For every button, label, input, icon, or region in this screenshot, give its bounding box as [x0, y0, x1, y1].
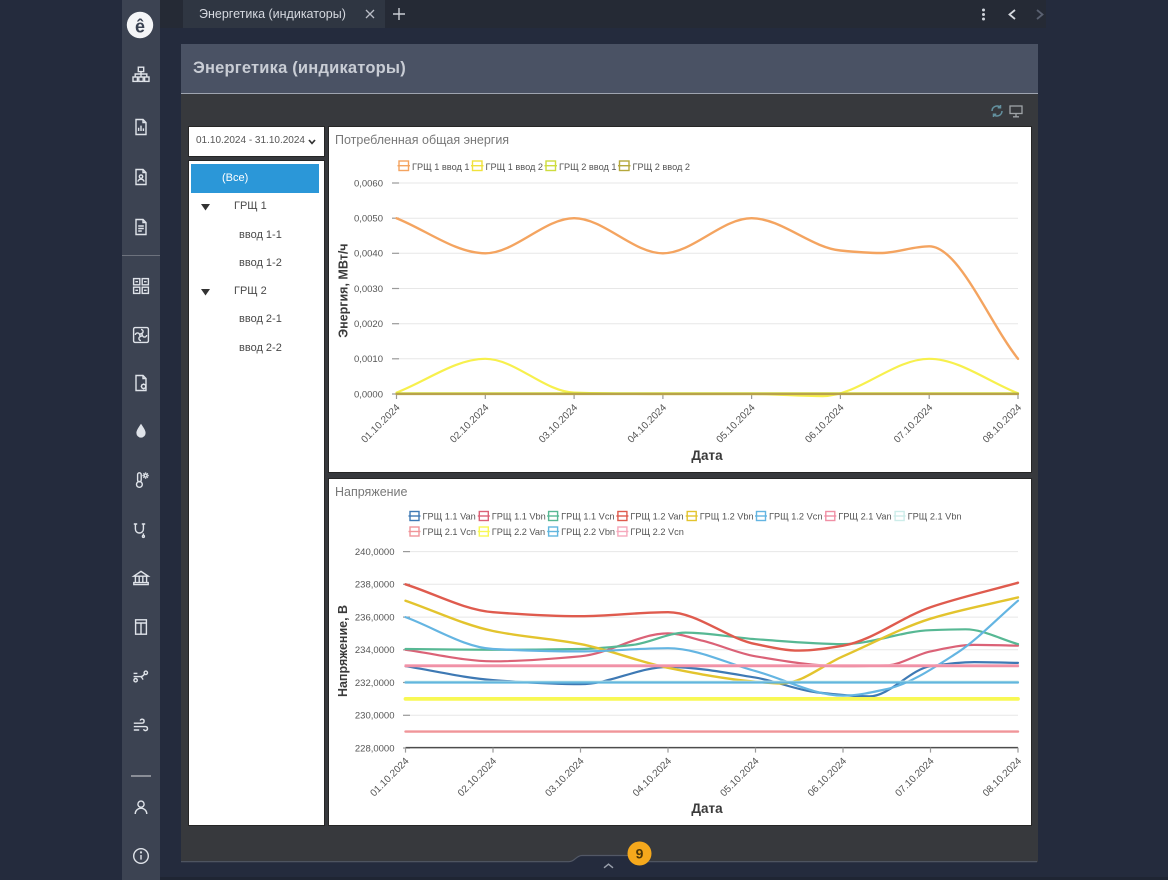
svg-text:Энергия, МВт/ч: Энергия, МВт/ч — [337, 243, 351, 337]
svg-text:Напряжение: Напряжение — [335, 485, 408, 499]
svg-text:Потребленная общая энергия: Потребленная общая энергия — [335, 133, 509, 147]
svg-text:ГРЩ 1.1 Van: ГРЩ 1.1 Van — [423, 512, 476, 522]
svg-text:ГРЩ 2.1 Vbn: ГРЩ 2.1 Vbn — [908, 512, 962, 522]
svg-text:02.10.2024: 02.10.2024 — [456, 756, 499, 799]
svg-text:05.10.2024: 05.10.2024 — [718, 756, 761, 799]
svg-text:05.10.2024: 05.10.2024 — [715, 402, 758, 445]
svg-text:240,0000: 240,0000 — [355, 547, 395, 558]
svg-text:ГРЩ 2.2 Van: ГРЩ 2.2 Van — [492, 527, 545, 537]
svg-text:0,0020: 0,0020 — [354, 319, 383, 330]
svg-text:0,0000: 0,0000 — [354, 389, 383, 400]
svg-text:ГРЩ 1.1 Vcn: ГРЩ 1.1 Vcn — [561, 512, 614, 522]
svg-text:238,0000: 238,0000 — [355, 580, 395, 591]
svg-text:ê: ê — [135, 17, 145, 37]
svg-text:ГРЩ 2.1 Vcn: ГРЩ 2.1 Vcn — [423, 527, 476, 537]
svg-text:07.10.2024: 07.10.2024 — [892, 402, 935, 445]
svg-text:Дата: Дата — [691, 448, 723, 463]
svg-text:Дата: Дата — [691, 801, 723, 816]
svg-text:0,0010: 0,0010 — [354, 354, 383, 365]
svg-text:ГРЩ 2.2 Vcn: ГРЩ 2.2 Vcn — [630, 527, 683, 537]
svg-text:0,0040: 0,0040 — [354, 249, 383, 260]
svg-text:01.10.2024: 01.10.2024 — [368, 756, 411, 799]
svg-text:234,0000: 234,0000 — [355, 645, 395, 656]
svg-text:08.10.2024: 08.10.2024 — [981, 402, 1024, 445]
svg-text:ГРЩ 1 ввод 2: ГРЩ 1 ввод 2 — [486, 162, 544, 172]
svg-text:ГРЩ 2.1 Van: ГРЩ 2.1 Van — [838, 512, 891, 522]
svg-text:06.10.2024: 06.10.2024 — [803, 402, 846, 445]
svg-text:ГРЩ 1.2 Vbn: ГРЩ 1.2 Vbn — [700, 512, 754, 522]
svg-text:ГРЩ 2 ввод 2: ГРЩ 2 ввод 2 — [633, 162, 691, 172]
svg-text:01.10.2024: 01.10.2024 — [359, 402, 402, 445]
svg-text:ГРЩ 1.2 Van: ГРЩ 1.2 Van — [630, 512, 683, 522]
svg-text:04.10.2024: 04.10.2024 — [631, 756, 674, 799]
svg-text:ГРЩ 1 ввод 1: ГРЩ 1 ввод 1 — [412, 162, 470, 172]
svg-text:ГРЩ 1.2 Vcn: ГРЩ 1.2 Vcn — [769, 512, 822, 522]
svg-text:230,0000: 230,0000 — [355, 711, 395, 722]
svg-text:03.10.2024: 03.10.2024 — [543, 756, 586, 799]
svg-text:ГРЩ 1.1 Vbn: ГРЩ 1.1 Vbn — [492, 512, 546, 522]
svg-text:0,0060: 0,0060 — [354, 178, 383, 189]
svg-text:07.10.2024: 07.10.2024 — [893, 756, 936, 799]
svg-text:06.10.2024: 06.10.2024 — [806, 756, 849, 799]
svg-text:02.10.2024: 02.10.2024 — [448, 402, 491, 445]
svg-text:228,0000: 228,0000 — [355, 743, 395, 754]
svg-text:0,0030: 0,0030 — [354, 284, 383, 295]
svg-text:ГРЩ 2 ввод 1: ГРЩ 2 ввод 1 — [559, 162, 617, 172]
svg-text:Напряжение, В: Напряжение, В — [336, 605, 350, 697]
svg-text:232,0000: 232,0000 — [355, 678, 395, 689]
svg-text:9: 9 — [636, 846, 644, 862]
svg-text:ГРЩ 2.2 Vbn: ГРЩ 2.2 Vbn — [561, 527, 615, 537]
svg-text:236,0000: 236,0000 — [355, 612, 395, 623]
svg-text:08.10.2024: 08.10.2024 — [981, 756, 1024, 799]
svg-text:03.10.2024: 03.10.2024 — [537, 402, 580, 445]
svg-text:04.10.2024: 04.10.2024 — [626, 402, 669, 445]
svg-text:0,0050: 0,0050 — [354, 214, 383, 225]
